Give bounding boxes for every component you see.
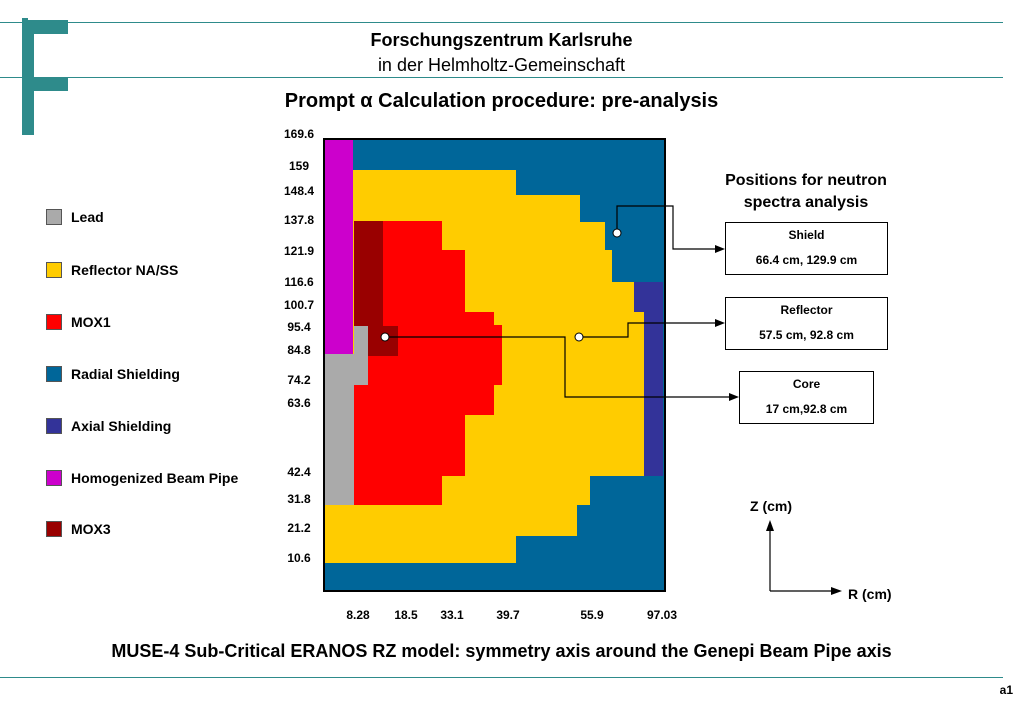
r-label: 55.9 [580,608,604,622]
slide-number: a1 [999,683,1013,697]
legend-swatch [46,366,62,382]
legend-item-lead: Lead [46,208,104,226]
legend-label: Lead [71,209,104,225]
z-label: 31.8 [287,492,311,506]
arrowhead-icon [715,245,725,253]
r-label: 39.7 [496,608,520,622]
z-axis-arrow-icon [766,520,774,531]
z-label: 137.8 [283,213,315,227]
z-label: 84.8 [287,343,311,357]
r-label: 33.1 [440,608,464,622]
r-axis-label: R (cm) [848,586,892,602]
shield-position-box: Shield 66.4 cm, 129.9 cm [725,222,888,275]
reflector-point [574,332,584,342]
z-label: 10.6 [287,551,311,565]
legend-swatch [46,470,62,486]
footer-rule [0,677,1003,678]
z-label: 116.6 [284,275,314,289]
legend-swatch [46,418,62,434]
fzk-logo [22,18,68,135]
legend-swatch [46,314,62,330]
positions-heading-line2: spectra analysis [743,194,869,211]
z-label: 100.7 [283,298,315,312]
institution-subtitle: in der Helmholtz-Gemeinschaft [377,55,626,75]
legend-item-beam-pipe: Homogenized Beam Pipe [46,469,238,487]
reflector-connector [579,322,715,338]
mox1-region [354,221,502,505]
position-coords: 57.5 cm, 92.8 cm [759,328,854,342]
legend-item-axial-shielding: Axial Shielding [46,417,171,435]
r-label: 97.03 [646,608,678,622]
legend-swatch [46,262,62,278]
legend-label: Homogenized Beam Pipe [71,470,239,486]
header-rule-bottom [0,77,1003,78]
position-name: Shield [788,228,825,242]
lead-region [324,326,368,505]
z-label: 121.9 [283,244,315,258]
z-label: 148.4 [283,184,315,198]
figure-caption: MUSE-4 Sub-Critical ERANOS RZ model: sym… [111,641,892,661]
core-position-box: Core 17 cm,92.8 cm [739,371,874,424]
position-coords: 17 cm,92.8 cm [765,402,848,416]
legend-item-reflector: Reflector NA/SS [46,261,178,279]
legend-label: Axial Shielding [71,418,172,434]
institution-name: Forschungszentrum Karlsruhe [370,30,633,50]
legend-swatch [46,521,62,537]
position-name: Core [792,377,821,391]
page-title: Prompt α Calculation procedure: pre-anal… [284,90,719,112]
z-label: 159 [288,159,310,173]
shield-connector [616,205,715,250]
positions-heading: Positions for neutron spectra analysis [700,170,912,214]
z-label: 95.4 [287,320,311,334]
core-connector [385,336,729,398]
arrowhead-icon [715,319,725,327]
z-label: 63.6 [287,396,311,410]
positions-heading-line1: Positions for neutron [725,172,887,189]
legend-label: MOX3 [71,521,111,537]
reactor-rz-model [323,138,666,592]
z-label: 42.4 [287,465,311,479]
arrowhead-icon [729,393,739,401]
legend-label: Reflector NA/SS [71,262,179,278]
z-label: 21.2 [287,521,311,535]
shield-point [612,228,622,238]
legend-label: Radial Shielding [71,366,180,382]
r-label: 8.28 [346,608,370,622]
beam-pipe-region [324,139,353,354]
legend-swatch [46,209,62,225]
legend-item-radial-shielding: Radial Shielding [46,365,180,383]
z-label: 169.6 [283,127,315,141]
z-label: 74.2 [287,373,311,387]
r-axis-arrow-icon [831,587,842,595]
header-rule-top [0,22,1003,23]
legend-label: MOX1 [71,314,111,330]
model-outline [323,138,666,592]
legend-item-mox3: MOX3 [46,520,111,538]
position-name: Reflector [780,303,833,317]
r-label: 18.5 [394,608,418,622]
position-coords: 66.4 cm, 129.9 cm [755,253,858,267]
legend-item-mox1: MOX1 [46,313,111,331]
core-point [380,332,390,342]
z-axis-label: Z (cm) [750,498,792,514]
reflector-position-box: Reflector 57.5 cm, 92.8 cm [725,297,888,350]
mox3-region-upper [354,221,383,326]
